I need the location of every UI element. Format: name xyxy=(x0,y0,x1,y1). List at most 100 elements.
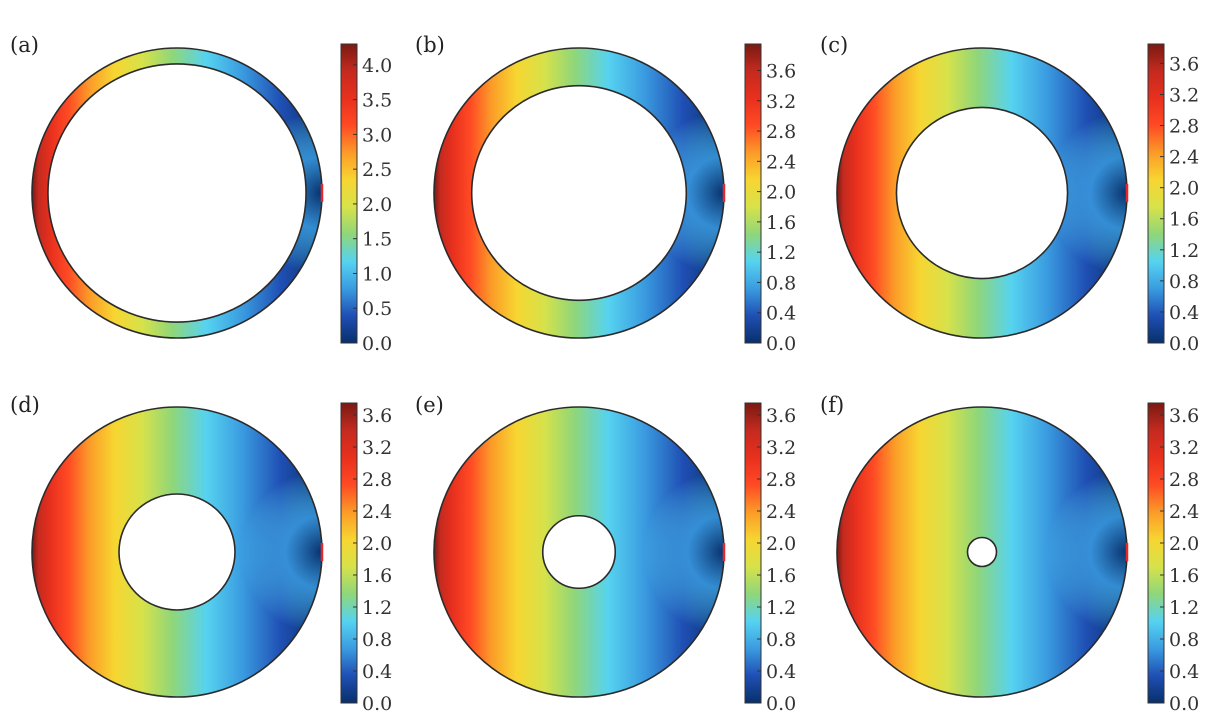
colorbar-tick-label: 2.0 xyxy=(362,533,392,555)
colorbar-tick-label: 1.6 xyxy=(1169,565,1199,587)
colorbar-tick-label: 1.2 xyxy=(766,597,796,619)
colorbar-gradient xyxy=(341,403,357,703)
colorbar-tick-label: 3.0 xyxy=(362,124,392,146)
colorbar-tick-label: 0.0 xyxy=(766,333,796,355)
colorbar: 0.0 0.5 1.0 1.5 2.0 2.5 3.0 3.5 4.0 xyxy=(340,43,392,355)
colorbar-tick-label: 3.5 xyxy=(362,90,392,112)
colorbar-tick-label: 2.8 xyxy=(766,121,796,143)
colorbar-tick-label: 1.2 xyxy=(1169,240,1199,262)
colorbar: 0.0 0.4 0.8 1.2 1.6 2.0 2.4 2.8 3.2 3.6 xyxy=(1147,402,1199,715)
ring-plot xyxy=(433,406,726,698)
colorbar-tick-label: 0.8 xyxy=(1169,629,1199,651)
panel-a: (a) 0.0 0.5 1.0 1.5 2.0 2.5 3.0 3.5 4.0 xyxy=(10,33,392,355)
colorbar-tick-label: 0.8 xyxy=(1169,271,1199,293)
colorbar-tick-label: 2.8 xyxy=(766,469,796,491)
panel-c: (c) 0.0 0.4 0.8 1.2 1.6 2.0 2.4 2.8 3.2 3.6 xyxy=(820,33,1199,355)
colorbar-tick-label: 0.0 xyxy=(766,693,796,715)
colorbar-tick-label: 0.0 xyxy=(1169,693,1199,715)
colorbar-tick-label: 1.2 xyxy=(766,242,796,264)
colorbar-tick-label: 4.0 xyxy=(362,55,392,77)
inner-hole xyxy=(966,536,998,568)
inner-hole xyxy=(895,106,1069,280)
colorbar-tick-label: 2.0 xyxy=(766,182,796,204)
colorbar-tick-label: 3.6 xyxy=(1169,53,1199,75)
colorbar-tick-label: 0.8 xyxy=(766,629,796,651)
colorbar-gradient xyxy=(1148,44,1164,343)
colorbar-tick-label: 2.4 xyxy=(1169,147,1199,169)
ring-plot xyxy=(433,47,726,339)
colorbar-tick-label: 2.4 xyxy=(362,501,392,523)
inner-hole xyxy=(47,63,307,323)
colorbar-tick-label: 3.6 xyxy=(766,60,796,82)
inner-hole xyxy=(118,493,236,611)
colorbar-tick-label: 1.2 xyxy=(1169,597,1199,619)
panel-b: (b) 0.0 0.4 0.8 1.2 1.6 2.0 2.4 2.8 3.2 3.6 xyxy=(415,33,796,355)
colorbar-tick-label: 3.2 xyxy=(766,437,796,459)
ring-plot xyxy=(836,406,1129,698)
colorbar-tick-label: 0.5 xyxy=(362,298,392,320)
colorbar-tick-label: 3.2 xyxy=(766,91,796,113)
colorbar-frame xyxy=(744,402,762,704)
ring-plot xyxy=(836,47,1129,339)
colorbar: 0.0 0.4 0.8 1.2 1.6 2.0 2.4 2.8 3.2 3.6 xyxy=(340,402,392,715)
panel-label: (f) xyxy=(820,393,844,417)
colorbar-tick-label: 1.6 xyxy=(766,212,796,234)
colorbar-tick-label: 1.5 xyxy=(362,229,392,251)
colorbar-tick-label: 1.2 xyxy=(362,597,392,619)
colorbar-tick-label: 0.4 xyxy=(766,661,796,683)
panel-label: (d) xyxy=(10,393,40,417)
colorbar-tick-label: 2.8 xyxy=(1169,116,1199,138)
colorbar-tick-label: 0.0 xyxy=(362,693,392,715)
colorbar-tick-label: 0.8 xyxy=(362,629,392,651)
colorbar-frame xyxy=(1147,43,1165,344)
colorbar-frame xyxy=(340,402,358,704)
colorbar-tick-label: 3.2 xyxy=(1169,437,1199,459)
colorbar-tick-label: 3.2 xyxy=(1169,84,1199,106)
panel-e: (e) 0.0 0.4 0.8 1.2 1.6 2.0 2.4 2.8 3.2 3.6 xyxy=(415,393,796,715)
colorbar-tick-label: 3.6 xyxy=(1169,405,1199,427)
panel-d: (d) 0.0 0.4 0.8 1.2 1.6 2.0 2.4 2.8 3.2 3.6 xyxy=(10,393,392,715)
colorbar-tick-label: 3.6 xyxy=(766,405,796,427)
colorbar-frame xyxy=(744,43,762,344)
colorbar-gradient xyxy=(1148,403,1164,703)
colorbar-tick-label: 2.8 xyxy=(362,469,392,491)
panel-label: (a) xyxy=(10,33,39,57)
colorbar-frame xyxy=(1147,402,1165,704)
colorbar-tick-label: 2.0 xyxy=(1169,533,1199,555)
colorbar-tick-label: 3.6 xyxy=(362,405,392,427)
colorbar: 0.0 0.4 0.8 1.2 1.6 2.0 2.4 2.8 3.2 3.6 xyxy=(1147,43,1199,355)
colorbar-tick-label: 0.4 xyxy=(362,661,392,683)
colorbar: 0.0 0.4 0.8 1.2 1.6 2.0 2.4 2.8 3.2 3.6 xyxy=(744,43,796,355)
colorbar-tick-label: 0.4 xyxy=(1169,302,1199,324)
colorbar-gradient xyxy=(745,403,761,703)
colorbar-tick-label: 1.6 xyxy=(1169,209,1199,231)
panel-label: (c) xyxy=(820,33,848,57)
colorbar-tick-label: 3.2 xyxy=(362,437,392,459)
ring-plot xyxy=(31,406,324,698)
colorbar-tick-label: 2.4 xyxy=(766,501,796,523)
colorbar-tick-label: 2.0 xyxy=(766,533,796,555)
panel-label: (b) xyxy=(415,33,445,57)
colorbar-tick-label: 2.4 xyxy=(1169,501,1199,523)
panel-f: (f) 0.0 0.4 0.8 1.2 1.6 2.0 2.4 2.8 3.2 3.6 xyxy=(820,393,1199,715)
colorbar-tick-label: 0.4 xyxy=(766,303,796,325)
colorbar: 0.0 0.4 0.8 1.2 1.6 2.0 2.4 2.8 3.2 3.6 xyxy=(744,402,796,715)
panel-label: (e) xyxy=(415,393,444,417)
colorbar-tick-label: 0.0 xyxy=(362,333,392,355)
colorbar-tick-label: 2.4 xyxy=(766,151,796,173)
colorbar-tick-label: 1.6 xyxy=(362,565,392,587)
colorbar-tick-label: 1.0 xyxy=(362,263,392,285)
colorbar-tick-label: 1.6 xyxy=(766,565,796,587)
colorbar-gradient xyxy=(745,44,761,343)
colorbar-tick-label: 2.8 xyxy=(1169,469,1199,491)
colorbar-frame xyxy=(340,43,358,344)
colorbar-tick-label: 0.8 xyxy=(766,272,796,294)
colorbar-tick-label: 2.0 xyxy=(362,194,392,216)
colorbar-tick-label: 0.0 xyxy=(1169,333,1199,355)
colorbar-tick-label: 0.4 xyxy=(1169,661,1199,683)
ring-plot xyxy=(31,47,324,339)
colorbar-gradient xyxy=(341,44,357,343)
colorbar-tick-label: 2.5 xyxy=(362,159,392,181)
inner-hole xyxy=(470,84,688,302)
